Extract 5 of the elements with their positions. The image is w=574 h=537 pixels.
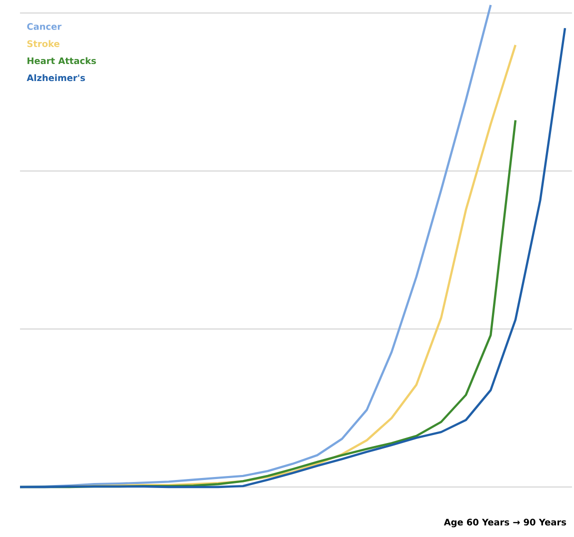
text: Alzheimer's [26, 74, 85, 82]
text: Cancer [27, 23, 62, 30]
text: Heart Attacks [28, 57, 96, 64]
text: Stroke [27, 40, 60, 48]
x-axis-title: Age 60 Years → 90 Years [444, 518, 566, 528]
